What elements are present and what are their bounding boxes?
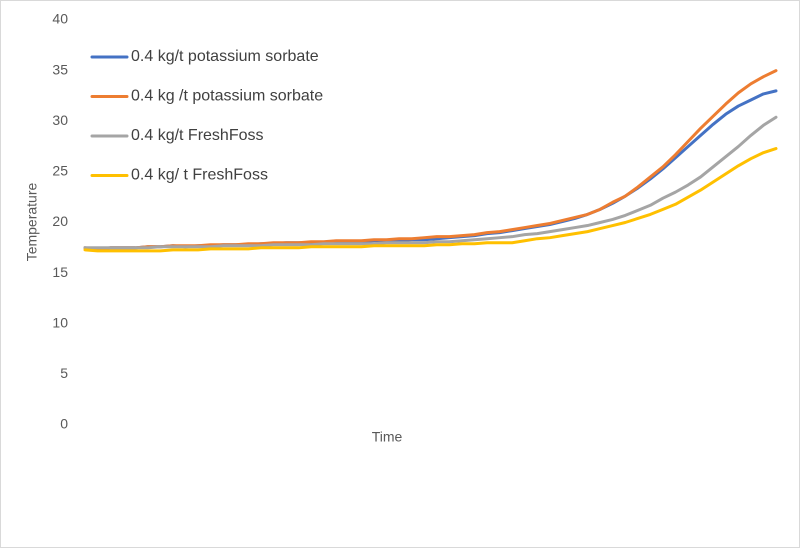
y-axis-title: Temperature	[24, 182, 40, 261]
y-tick-label: 40	[52, 11, 68, 27]
y-tick-label: 35	[52, 61, 68, 77]
legend-label: 0.4 kg/ t FreshFoss	[131, 167, 268, 184]
legend-label: 0.4 kg/t FreshFoss	[131, 127, 264, 144]
y-tick-label: 10	[52, 314, 68, 330]
y-tick-label: 15	[52, 264, 68, 280]
y-tick-label: 5	[60, 365, 68, 381]
legend-label: 0.4 kg/t potassium sorbate	[131, 48, 319, 65]
x-axis-title: Time	[372, 429, 403, 445]
series-line	[83, 115, 778, 250]
y-tick-label: 20	[52, 213, 68, 229]
y-tick-label: 25	[52, 163, 68, 179]
y-tick-label: 30	[52, 112, 68, 128]
series-line	[83, 147, 778, 253]
legend-label: 0.4 kg /t potassium sorbate	[131, 88, 323, 105]
y-tick-label: 0	[60, 416, 68, 432]
